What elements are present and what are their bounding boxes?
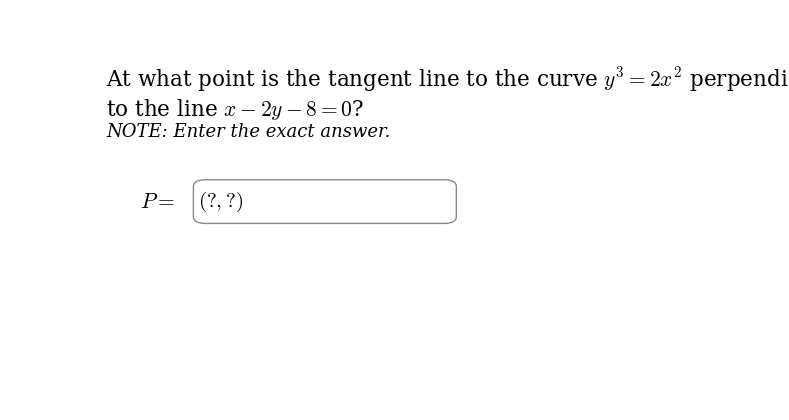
FancyBboxPatch shape	[193, 180, 456, 223]
Text: $P = $: $P = $	[140, 191, 175, 213]
Text: to the line $x - 2y - 8 = 0$?: to the line $x - 2y - 8 = 0$?	[106, 97, 364, 122]
Text: At what point is the tangent line to the curve $y^3 = 2x^2$ perpendicular: At what point is the tangent line to the…	[106, 65, 789, 94]
Text: $(?, ?)$: $(?, ?)$	[198, 189, 244, 214]
Text: NOTE: Enter the exact answer.: NOTE: Enter the exact answer.	[106, 123, 391, 141]
